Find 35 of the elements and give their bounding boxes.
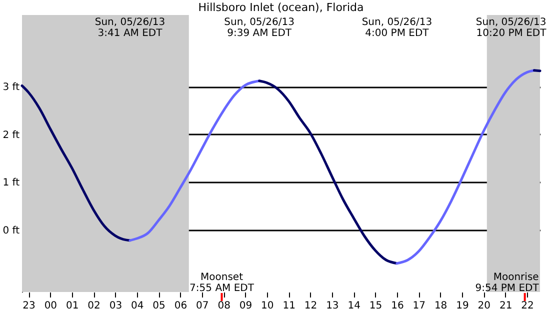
x-tick-label: 03 [109, 300, 122, 312]
x-tick-label: 06 [174, 300, 188, 312]
x-tick-label: 00 [44, 300, 58, 312]
y-tick-label: 0 ft [2, 225, 20, 236]
x-tick-label: 23 [22, 300, 36, 312]
ref-line-label: Moonrise 9:54 PM EDT [475, 272, 540, 294]
annotation: Sun, 05/26/13 4:00 PM EDT [362, 17, 432, 39]
y-tick-label: 2 ft [2, 130, 20, 141]
x-tick-label: 20 [478, 300, 491, 312]
x-tick-label: 22 [521, 300, 534, 312]
x-tick-label: 05 [152, 300, 166, 312]
x-tick-label: 02 [88, 300, 100, 312]
x-tick-label: 16 [391, 300, 404, 312]
x-tick-label: 01 [66, 300, 79, 312]
x-tick-label: 15 [369, 300, 382, 312]
x-tick-label: 07 [196, 300, 209, 312]
annotation: Sun, 05/26/13 10:20 PM EDT [476, 17, 548, 39]
x-tick-label: 10 [261, 300, 274, 312]
annotation: Sun, 05/26/13 3:41 AM EDT [94, 17, 166, 39]
x-tick-label: 11 [282, 300, 296, 312]
x-tick-label: 04 [131, 300, 144, 312]
y-tick-label: 3 ft [2, 82, 20, 94]
x-tick-label: 17 [412, 300, 426, 312]
ref-line-label: Moonset 7:55 AM EDT [190, 272, 255, 294]
annotation: Sun, 05/26/13 9:39 AM EDT [224, 17, 294, 39]
x-tick-label: 21 [499, 300, 512, 312]
x-tick-label: 09 [239, 300, 252, 312]
chart-title: Hillsboro Inlet (ocean), Florida [198, 1, 364, 14]
x-tick-label: 19 [456, 300, 469, 312]
x-tick-label: 13 [326, 300, 339, 312]
y-tick-label: 1 ft [2, 178, 20, 189]
x-tick-label: 14 [348, 300, 360, 312]
x-tick-label: 18 [434, 300, 448, 312]
x-tick-label: 08 [218, 300, 230, 312]
x-tick-label: 12 [304, 300, 318, 312]
